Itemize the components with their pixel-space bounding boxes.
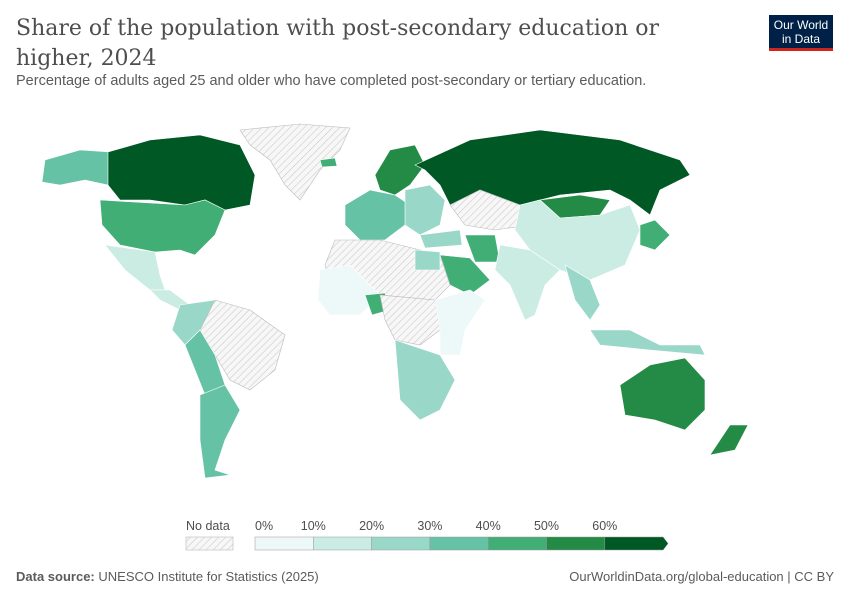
legend-bin-1[interactable] [313, 536, 372, 551]
region-indonesia[interactable] [589, 329, 706, 356]
chart-url[interactable]: OurWorldinData.org/global-education | CC… [569, 569, 834, 584]
region-india[interactable] [494, 244, 561, 321]
region-scandinavia[interactable] [374, 144, 426, 196]
logo-line-1: Our World [773, 18, 829, 32]
logo-line-2: in Data [781, 32, 821, 46]
world-map[interactable] [0, 115, 850, 515]
legend-tick-label: 30% [417, 519, 442, 533]
legend-tick-label: 60% [592, 519, 617, 533]
color-legend: No data 0% 10% 20% 30% 40% 50% 60% [185, 519, 669, 551]
legend-tick-label: 0% [255, 519, 273, 533]
region-southern-africa[interactable] [394, 339, 456, 421]
region-china[interactable] [514, 199, 641, 281]
region-australia[interactable] [619, 357, 706, 431]
legend-bin-4[interactable] [487, 536, 547, 551]
region-turkey[interactable] [419, 229, 463, 249]
chart-title: Share of the population with post-second… [16, 16, 660, 71]
region-iceland[interactable] [319, 157, 338, 168]
legend-bin-0[interactable] [254, 536, 314, 551]
legend-tick-label: 40% [476, 519, 501, 533]
region-new-zealand[interactable] [709, 424, 749, 456]
legend-bin-3[interactable] [429, 536, 489, 551]
legend-no-data-swatch [185, 536, 234, 551]
region-egypt[interactable] [414, 249, 441, 271]
legend-tick-label: 50% [534, 519, 559, 533]
region-japan-korea[interactable] [639, 219, 671, 251]
region-argentina-chile[interactable] [199, 384, 241, 479]
legend-tick-label: 10% [301, 519, 326, 533]
data-source: Data source: UNESCO Institute for Statis… [16, 569, 319, 584]
region-alaska[interactable] [41, 149, 111, 186]
region-eastern-europe[interactable] [404, 184, 446, 236]
source-text[interactable]: UNESCO Institute for Statistics (2025) [98, 569, 319, 584]
region-usa[interactable] [99, 199, 226, 256]
region-western-europe[interactable] [344, 189, 411, 241]
region-canada[interactable] [107, 134, 256, 211]
source-label: Data source: [16, 569, 95, 584]
region-west-africa[interactable] [317, 264, 381, 316]
region-central-africa[interactable] [379, 294, 441, 346]
region-east-africa[interactable] [434, 289, 486, 356]
legend-bin-6[interactable] [604, 536, 669, 551]
chart-subtitle: Percentage of adults aged 25 and older w… [16, 73, 647, 89]
legend-tick-label: 20% [359, 519, 384, 533]
legend-bin-2[interactable] [371, 536, 431, 551]
region-russia[interactable] [414, 129, 691, 216]
region-greenland[interactable] [239, 123, 351, 201]
legend-no-data-label: No data [186, 519, 230, 533]
legend-bin-5[interactable] [546, 536, 606, 551]
owid-logo[interactable]: Our World in Data [769, 15, 833, 51]
region-southeast-asia[interactable] [564, 264, 601, 321]
